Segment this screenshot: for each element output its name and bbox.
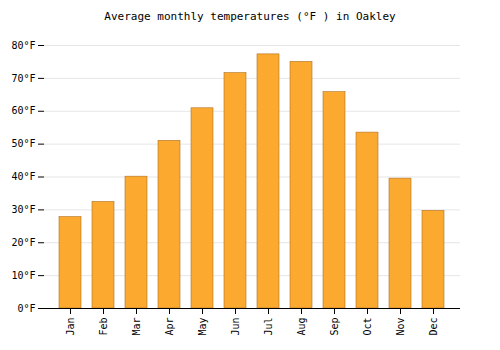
svg-text:Apr: Apr [164, 318, 175, 336]
svg-text:70°F: 70°F [11, 73, 35, 84]
svg-text:Sep: Sep [329, 318, 340, 336]
svg-text:50°F: 50°F [11, 138, 35, 149]
svg-text:20°F: 20°F [11, 237, 35, 248]
svg-text:60°F: 60°F [11, 105, 35, 116]
svg-text:30°F: 30°F [11, 204, 35, 215]
svg-text:80°F: 80°F [11, 40, 35, 51]
svg-text:Feb: Feb [98, 318, 109, 336]
svg-text:Oct: Oct [362, 318, 373, 336]
html-text:Average monthly temperatures (: Average monthly temperatures (°F ) in Oa… [104, 10, 396, 23]
svg-text:Jun: Jun [230, 318, 241, 336]
svg-text:Nov: Nov [395, 318, 406, 336]
svg-text:Jan: Jan [65, 318, 76, 336]
svg-text:Aug: Aug [296, 318, 307, 336]
svg-text:40°F: 40°F [11, 171, 35, 182]
svg-text:May: May [197, 318, 208, 336]
svg-text:0°F: 0°F [17, 303, 35, 314]
svg-text:10°F: 10°F [11, 270, 35, 281]
svg-text:Dec: Dec [428, 318, 439, 336]
svg-text:Jul: Jul [263, 318, 274, 336]
svg-text:Mar: Mar [131, 318, 142, 336]
